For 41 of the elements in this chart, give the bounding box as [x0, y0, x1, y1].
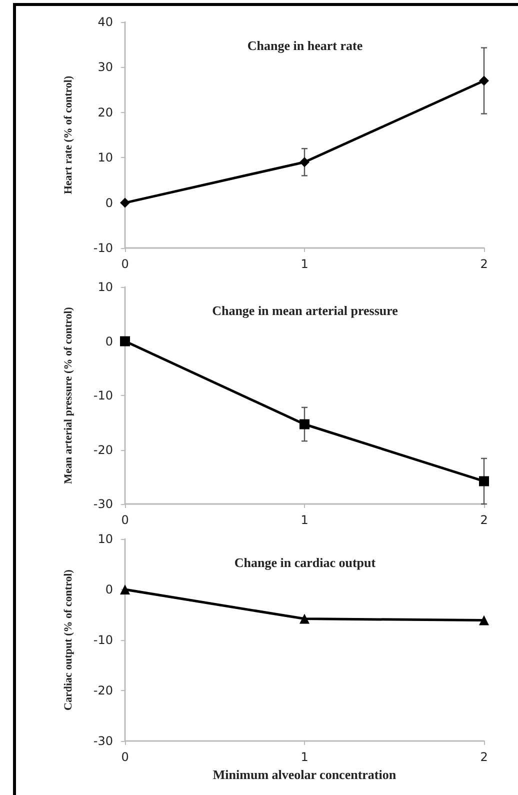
x-tick-label: 0: [121, 257, 129, 271]
x-tick-label: 1: [300, 257, 308, 271]
x-tick-label: 1: [300, 513, 308, 527]
y-tick-label: 0: [105, 334, 113, 348]
y-axis-title: Cardiac output (% of control): [62, 569, 74, 710]
y-tick-label: 0: [105, 582, 113, 596]
y-tick-label: -20: [93, 442, 113, 457]
y-tick-label: -10: [93, 241, 113, 255]
y-tick-label: 30: [98, 60, 113, 74]
y-tick-label: -20: [93, 684, 113, 698]
text: Change in cardiac output: [234, 555, 376, 570]
text: Change in heart rate: [247, 38, 363, 53]
x-tick-label: 2: [480, 513, 488, 527]
y-tick-label: 40: [98, 15, 113, 29]
point: [479, 476, 489, 486]
y-tick-label: -30: [93, 734, 113, 748]
y-tick-label: -10: [93, 388, 113, 402]
point: [300, 419, 310, 430]
x-tick-label: 2: [480, 750, 488, 764]
point: [300, 614, 310, 624]
point: [300, 157, 310, 168]
y-tick-label: -30: [93, 497, 113, 511]
point: [120, 336, 130, 346]
x-tick-label: 2: [480, 257, 488, 271]
text: Change in mean arterial pressure: [212, 303, 398, 318]
y-axis-title: Heart rate (% of control): [62, 76, 74, 194]
y-tick-label: 10: [98, 532, 113, 546]
y-tick-label: 20: [98, 105, 113, 120]
x-axis-title: Minimum alveolar concentration: [212, 766, 397, 782]
point: [479, 615, 489, 626]
x-tick-label: 0: [121, 513, 129, 527]
y-tick-label: 10: [98, 150, 113, 165]
point: [479, 76, 489, 86]
x-tick-label: 0: [121, 750, 129, 764]
point: [120, 584, 130, 594]
y-tick-label: -10: [93, 633, 113, 647]
y-axis-title: Mean arterial pressure (% of control): [62, 306, 74, 484]
y-tick-label: 0: [105, 196, 113, 210]
point: [120, 198, 130, 208]
y-tick-label: 10: [98, 280, 113, 294]
x-tick-label: 1: [300, 750, 308, 764]
